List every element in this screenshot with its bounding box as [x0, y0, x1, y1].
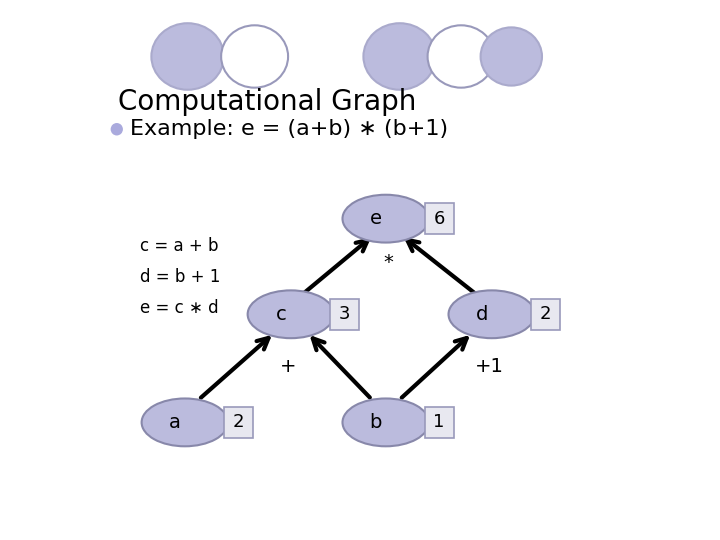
Ellipse shape: [142, 399, 228, 446]
FancyBboxPatch shape: [224, 407, 253, 438]
Ellipse shape: [221, 25, 288, 87]
Text: Example: e = (a+b) ∗ (b+1): Example: e = (a+b) ∗ (b+1): [130, 119, 449, 139]
Text: 3: 3: [338, 305, 350, 323]
Text: d: d: [475, 305, 488, 324]
Text: *: *: [384, 253, 393, 272]
FancyBboxPatch shape: [425, 407, 454, 438]
Text: 2: 2: [233, 414, 244, 431]
Text: 2: 2: [539, 305, 551, 323]
Text: +: +: [280, 357, 297, 376]
Ellipse shape: [151, 23, 224, 90]
Ellipse shape: [449, 291, 535, 338]
Text: c: c: [276, 305, 287, 324]
Ellipse shape: [111, 123, 123, 136]
Ellipse shape: [343, 399, 429, 446]
Text: d = b + 1: d = b + 1: [140, 268, 220, 286]
Text: c = a + b: c = a + b: [140, 237, 219, 255]
Text: e = c ∗ d: e = c ∗ d: [140, 299, 219, 317]
Text: a: a: [169, 413, 181, 432]
FancyBboxPatch shape: [330, 299, 359, 330]
Ellipse shape: [428, 25, 495, 87]
Text: +1: +1: [474, 357, 503, 376]
Ellipse shape: [343, 195, 429, 242]
Text: Computational Graph: Computational Graph: [118, 87, 416, 116]
Text: 1: 1: [433, 414, 445, 431]
FancyBboxPatch shape: [425, 203, 454, 234]
Text: b: b: [369, 413, 382, 432]
Ellipse shape: [248, 291, 334, 338]
Text: 6: 6: [433, 210, 445, 228]
FancyBboxPatch shape: [531, 299, 559, 330]
Ellipse shape: [481, 28, 542, 85]
Text: e: e: [369, 209, 382, 228]
Ellipse shape: [364, 23, 436, 90]
